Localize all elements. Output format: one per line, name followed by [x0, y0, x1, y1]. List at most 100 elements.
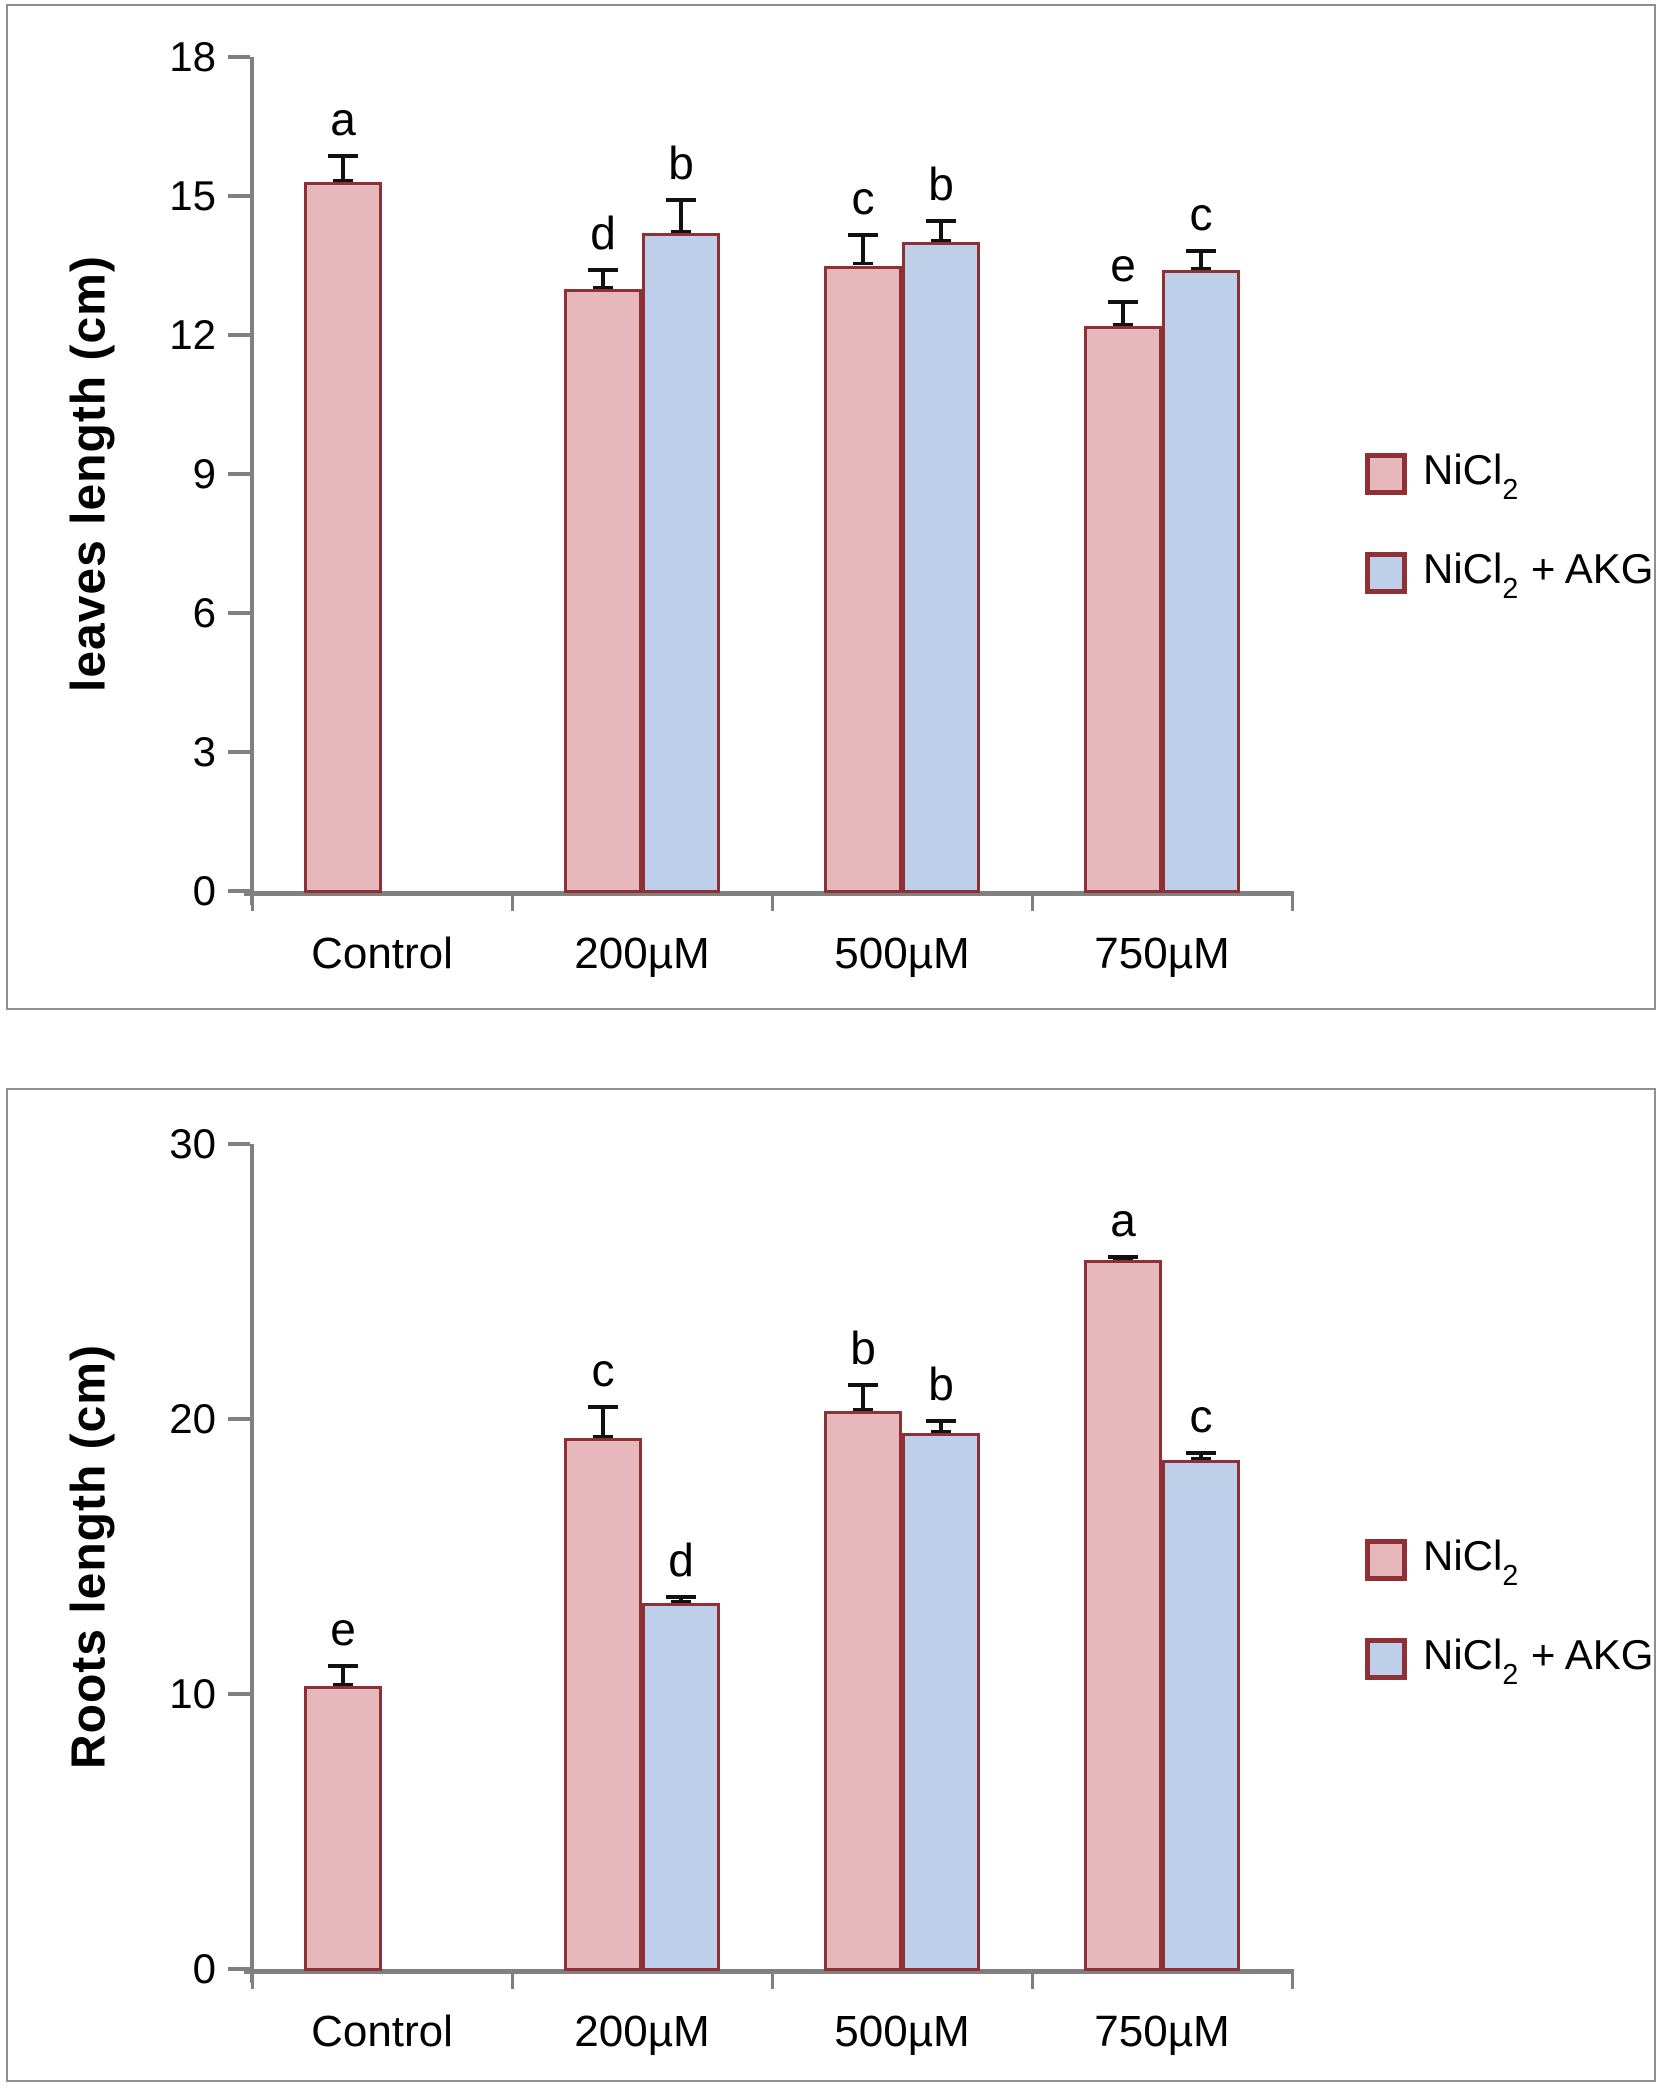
bar-nicl2-500µM [824, 265, 902, 893]
error-bar [926, 219, 956, 243]
error-bar-cap [926, 219, 956, 224]
error-bar-cap [328, 154, 358, 159]
y-axis-title: leaves length (cm) [62, 255, 116, 693]
significance-letter: b [928, 1358, 954, 1410]
legend-swatch-blue [1365, 552, 1407, 595]
legend: NiCl2 NiCl2 + AKG [1365, 1532, 1654, 1691]
error-bar-cap [1191, 1457, 1211, 1461]
y-tick-label: 15 [169, 172, 216, 219]
significance-letter: c [1189, 188, 1213, 241]
bar-nicl2-500µM [824, 1410, 902, 1971]
y-tick-label: 0 [192, 867, 216, 914]
significance-letter: b [850, 1322, 876, 1375]
x-category-label: 200µM [574, 929, 710, 978]
significance-letter: e [330, 1602, 356, 1655]
significance-letter: b [668, 137, 694, 190]
x-axis-line [244, 1969, 1294, 1974]
legend: NiCl2 NiCl2 + AKG [1365, 446, 1654, 605]
significance-letter: c [591, 1344, 615, 1397]
error-bar-cap [666, 198, 696, 203]
legend-swatch-pink [1365, 452, 1407, 495]
error-bar-line [679, 1595, 683, 1604]
error-bar-line [601, 267, 605, 289]
error-bar-cap [593, 285, 613, 289]
error-bar [666, 198, 696, 234]
error-bar [1186, 1450, 1216, 1461]
x-category-label: Control [311, 2007, 453, 2056]
legend-label: NiCl2 [1423, 446, 1519, 506]
bar-nicl2-750µM [1084, 1259, 1162, 1971]
y-tick-label: 20 [169, 1395, 216, 1442]
error-bar [1108, 1255, 1138, 1260]
y-axis-tick [228, 889, 250, 893]
error-bar-cap [853, 1407, 873, 1411]
error-bar [848, 233, 878, 266]
x-axis-tick [771, 895, 774, 911]
error-bar [1108, 300, 1138, 326]
bar-nicl2-akg-750µM [1162, 270, 1240, 893]
legend-swatch-pink [1365, 1538, 1407, 1581]
leaves-length-chart-panel: leaves length (cm) 0 3 6 9 12 15 18 Control 200µ… [6, 4, 1656, 1010]
significance-letter: a [330, 93, 356, 146]
error-bar-line [1121, 300, 1125, 326]
bar-nicl2-akg-200µM [642, 233, 720, 893]
x-axis-tick [251, 895, 254, 911]
error-bar [588, 267, 618, 289]
error-bar-cap [1108, 300, 1138, 305]
x-category-label: 500µM [834, 2007, 970, 2056]
significance-letter: b [928, 158, 954, 211]
y-axis-tick [228, 333, 250, 337]
x-axis-line [244, 891, 1294, 896]
y-axis-tick [228, 1967, 250, 1971]
error-bar-line [341, 154, 345, 183]
y-tick-label: 10 [169, 1670, 216, 1717]
error-bar-line [601, 1405, 605, 1439]
plot-area: 0 3 6 9 12 15 18 Control 200µM 500µM 750µM a d c e b b c [169, 33, 1294, 978]
y-axis-tick [228, 1417, 250, 1421]
legend-label: NiCl2 [1423, 1532, 1519, 1592]
roots-length-chart-panel: Roots length (cm) 0 10 20 30 Control 200µM 500… [6, 1088, 1656, 2082]
y-tick-label: 6 [192, 589, 216, 636]
significance-letter: d [590, 206, 616, 259]
y-tick-label: 0 [192, 1945, 216, 1992]
error-bar-cap [1113, 1256, 1133, 1260]
legend-item: NiCl2 [1365, 446, 1653, 506]
y-axis-line [250, 1144, 254, 1983]
y-axis-line [250, 57, 254, 905]
error-bar [588, 1405, 618, 1439]
y-tick-label: 12 [169, 311, 216, 358]
y-axis-tick [228, 55, 250, 59]
error-bar-line [939, 219, 943, 243]
legend-item: NiCl2 + AKG [1365, 545, 1654, 605]
error-bar-cap [588, 1405, 618, 1410]
legend-label: NiCl2 + AKG [1423, 545, 1654, 605]
bar-nicl2-akg-500µM [902, 1432, 980, 1971]
error-bar-line [679, 198, 683, 234]
significance-letter: c [851, 172, 875, 225]
error-bar-cap [1186, 249, 1216, 254]
error-bar-cap [848, 1383, 878, 1388]
error-bar-cap [333, 1682, 353, 1686]
y-tick-label: 3 [192, 728, 216, 775]
error-bar-cap [931, 1429, 951, 1433]
bar-nicl2-200µM [564, 288, 642, 893]
x-category-label: Control [311, 929, 453, 978]
error-bar-cap [848, 233, 878, 238]
x-category-label: 750µM [1094, 929, 1230, 978]
x-axis-tick [1031, 1973, 1034, 1989]
y-axis-tick [228, 194, 250, 198]
significance-letter: d [668, 1534, 694, 1586]
x-category-label: 200µM [574, 2007, 710, 2056]
y-tick-label: 30 [169, 1120, 216, 1167]
x-axis-tick [251, 1973, 254, 1989]
error-bar [328, 1663, 358, 1686]
bar-nicl2-200µM [564, 1438, 642, 1971]
error-bar-cap [926, 1419, 956, 1423]
y-axis-tick [228, 750, 250, 754]
legend-item: NiCl2 [1365, 1532, 1653, 1592]
error-bar-cap [671, 230, 691, 234]
error-bar-line [939, 1419, 943, 1433]
error-bar-line [1199, 1450, 1203, 1461]
x-axis-tick [511, 1973, 514, 1989]
legend-label: NiCl2 + AKG [1423, 1631, 1654, 1691]
